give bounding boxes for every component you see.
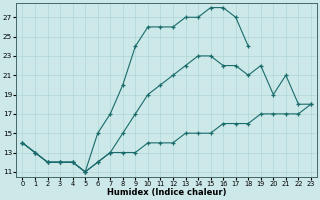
X-axis label: Humidex (Indice chaleur): Humidex (Indice chaleur) bbox=[107, 188, 227, 197]
